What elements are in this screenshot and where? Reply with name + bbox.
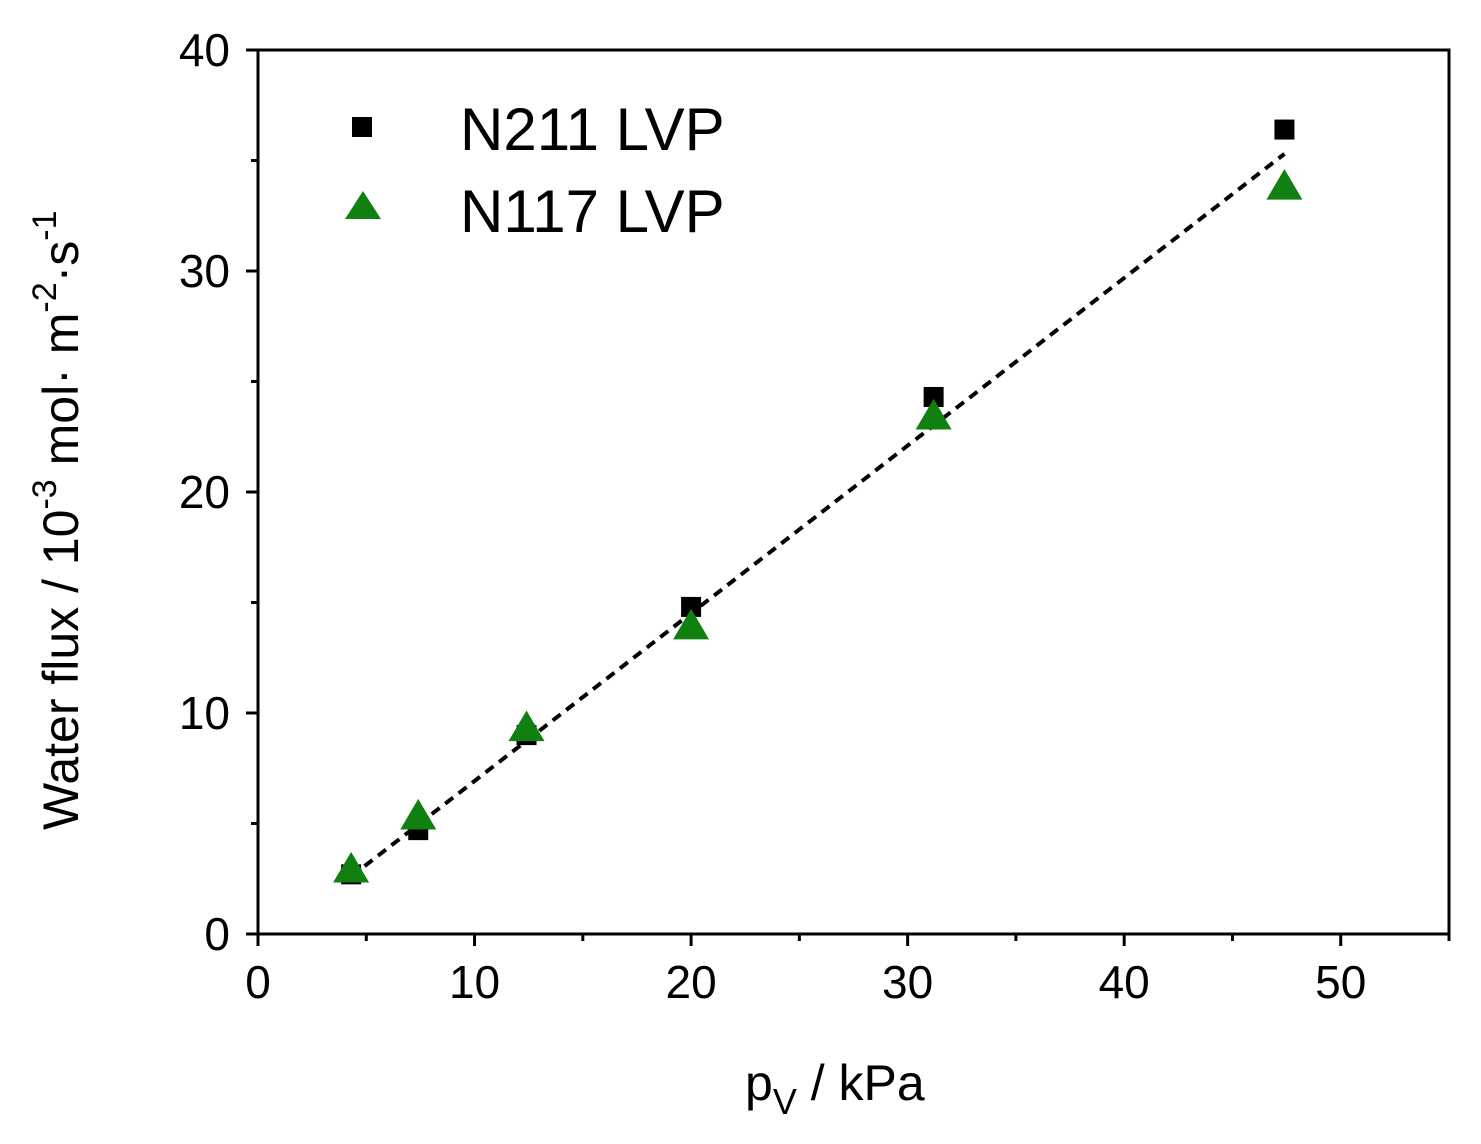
y-axis-title-b: -3 bbox=[26, 479, 64, 509]
x-axis-title-sub: V bbox=[773, 1081, 797, 1122]
legend-marker-n117 bbox=[345, 191, 381, 219]
n117-data-point bbox=[1266, 169, 1303, 200]
plot-frame bbox=[256, 48, 1451, 936]
legend-marker-n211 bbox=[352, 117, 372, 137]
x-tick-label: 10 bbox=[449, 956, 500, 1008]
x-tick-label: 20 bbox=[666, 956, 717, 1008]
y-axis-title: Water flux / 10-3 mol· m-2·s-1 bbox=[26, 211, 89, 831]
y-axis-title-f: -1 bbox=[26, 211, 64, 241]
n117-data-point bbox=[333, 851, 370, 883]
y-axis-title-a: Water flux / 10 bbox=[33, 510, 89, 830]
x-tick-label: 50 bbox=[1315, 956, 1366, 1008]
legend-label-n211: N211 LVP bbox=[460, 96, 725, 163]
legend: N211 LVP N117 LVP bbox=[345, 96, 725, 245]
legend-label-n117: N117 LVP bbox=[460, 178, 725, 245]
n117-data-point bbox=[915, 398, 952, 430]
series-markers bbox=[333, 119, 1303, 885]
x-tick-label: 0 bbox=[245, 956, 271, 1008]
y-axis-title-c: mol· m bbox=[33, 313, 89, 480]
x-axis-title-main: p bbox=[745, 1055, 773, 1111]
y-tick-label: 0 bbox=[204, 908, 230, 960]
x-axis-title-rest: / kPa bbox=[797, 1055, 925, 1111]
n211-data-point bbox=[681, 596, 702, 617]
x-axis-title: pV / kPa bbox=[745, 1055, 925, 1122]
n117-data-point bbox=[673, 608, 710, 640]
y-tick-label: 30 bbox=[179, 245, 230, 297]
x-tick-label: 30 bbox=[882, 956, 933, 1008]
n117-data-point bbox=[400, 798, 437, 830]
y-tick-label: 40 bbox=[179, 24, 230, 76]
tick-labels: 0 10 20 30 40 50 0 10 20 30 40 bbox=[179, 24, 1366, 1008]
y-axis-title-d: -2 bbox=[26, 282, 64, 312]
x-tick-label: 40 bbox=[1099, 956, 1150, 1008]
fit-line bbox=[349, 152, 1286, 879]
n211-data-point bbox=[1274, 119, 1295, 140]
n211-data-point bbox=[923, 386, 944, 407]
fit-line-group bbox=[349, 152, 1286, 879]
n117-data-point bbox=[508, 710, 545, 742]
y-axis-title-e: ·s bbox=[33, 241, 89, 283]
tick-marks bbox=[246, 48, 1451, 946]
y-tick-label: 20 bbox=[179, 466, 230, 518]
y-tick-label: 10 bbox=[179, 687, 230, 739]
